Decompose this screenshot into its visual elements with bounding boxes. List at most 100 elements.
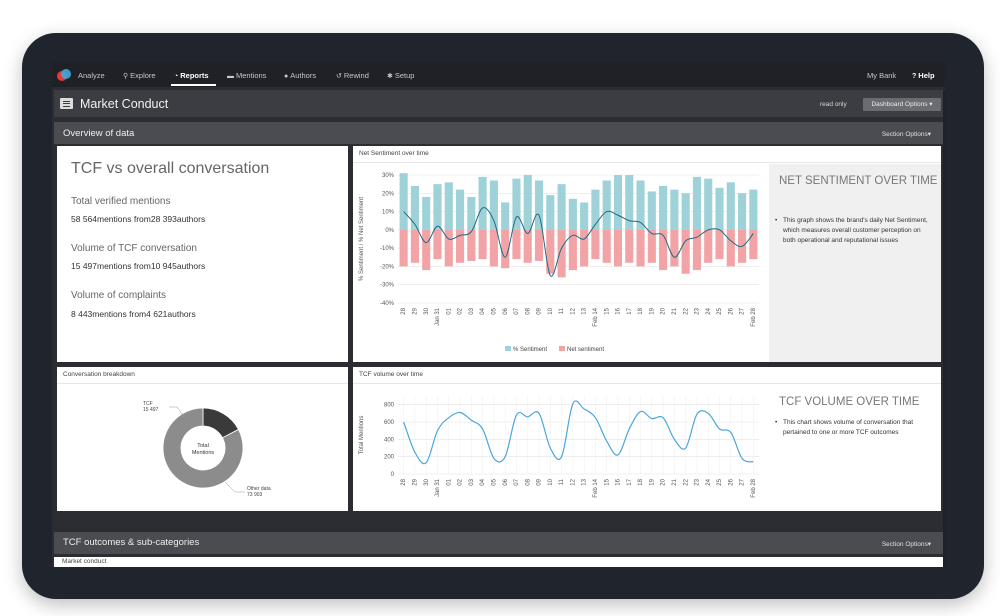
tcf-callout-value: 15 497 — [143, 407, 159, 413]
help-icon: ? — [912, 73, 917, 80]
sentiment-bar — [704, 178, 713, 230]
x-tick-label: 29 — [413, 307, 419, 314]
pie-icon: ◔ — [174, 73, 179, 80]
nav-setup[interactable]: ✱ Setup — [387, 71, 414, 80]
y-tick-label: 800 — [384, 403, 395, 409]
net-sentiment-bar — [455, 229, 465, 263]
x-tick-label: 05 — [491, 478, 497, 485]
net-sentiment-panel: Net Sentiment over time % Sentiment / % … — [353, 146, 941, 362]
x-tick-label: Jan 31 — [435, 307, 441, 326]
x-tick-label: 04 — [480, 307, 486, 314]
tcf-panel-title: TCF vs overall conversation — [71, 160, 270, 177]
outcomes-section-title: TCF outcomes & sub-categories — [63, 537, 200, 548]
x-tick-label: 13 — [582, 478, 588, 485]
sentiment-bar — [410, 185, 419, 230]
stat-value: 15 497mentions from10 945authors — [71, 261, 206, 271]
nav-explore[interactable]: ⚲ Explore — [123, 71, 156, 80]
x-tick-label: 20 — [661, 478, 667, 485]
scrollbar-track[interactable] — [943, 90, 945, 567]
tcf-volume-line — [403, 400, 754, 465]
x-tick-label: Feb 28 — [751, 478, 757, 497]
net-sentiment-bar — [478, 229, 487, 260]
x-tick-label: 28 — [401, 307, 407, 314]
dashboard-header: Market Conduct read only Dashboard Optio… — [54, 90, 943, 117]
x-tick-label: 03 — [469, 478, 475, 485]
legend-swatch-net — [559, 346, 565, 351]
net-sentiment-bar — [636, 229, 645, 267]
x-tick-label: Feb 28 — [751, 307, 757, 326]
x-tick-label: 01 — [446, 307, 452, 314]
net-sentiment-bar — [546, 229, 555, 274]
net-sentiment-bar — [591, 229, 600, 260]
net-sentiment-bar — [726, 229, 735, 267]
sentiment-bar — [467, 196, 476, 230]
x-tick-label: 06 — [503, 478, 509, 485]
x-tick-label: Feb 14 — [593, 478, 599, 497]
x-tick-label: Jan 31 — [435, 478, 441, 497]
sentiment-bar — [534, 180, 544, 230]
net-sentiment-bar — [433, 229, 442, 260]
x-tick-label: 17 — [627, 307, 633, 314]
y-tick-label: 10% — [382, 210, 395, 216]
net-sentiment-bar — [467, 229, 476, 261]
net-sentiment-bar — [602, 229, 611, 263]
outcomes-subtitle: Market conduct — [62, 558, 107, 565]
tcf-volume-panel: TCF volume over time Total Mentions 800 60… — [353, 367, 941, 511]
x-tick-label: 12 — [570, 478, 576, 485]
top-navigation: Analyze ⚲ Explore ◔ Reports ▬ Mentions ● Aut… — [52, 62, 945, 87]
nav-rewind[interactable]: ↺ Rewind — [336, 71, 369, 80]
net-sentiment-bar — [749, 229, 758, 260]
nav-mentions[interactable]: ▬ Mentions — [227, 71, 266, 80]
history-icon: ↺ — [336, 73, 342, 80]
y-tick-label: 0 — [391, 472, 395, 478]
sentiment-bar — [444, 182, 453, 230]
x-tick-label: 01 — [446, 478, 452, 485]
x-tick-label: 04 — [480, 478, 486, 485]
conversation-breakdown-panel: Conversation breakdown Total Mentions TCF 1… — [57, 367, 348, 511]
sentiment-bar — [568, 198, 577, 230]
donut-center-label: Total — [197, 443, 209, 449]
y-tick-label: -30% — [380, 283, 395, 289]
nav-authors[interactable]: ● Authors — [284, 71, 316, 80]
nav-reports[interactable]: ◔ Reports — [174, 71, 209, 80]
chat-icon: ▬ — [227, 73, 234, 80]
breakdown-panel-header: Conversation breakdown — [57, 367, 348, 384]
x-tick-label: 15 — [604, 478, 610, 485]
other-callout-value: 73 903 — [247, 492, 263, 498]
x-tick-label: 19 — [649, 307, 655, 314]
tcf-overview-panel: TCF vs overall conversation Total verifi… — [57, 146, 348, 362]
net-sentiment-bar — [568, 229, 577, 271]
sentiment-bar — [546, 195, 555, 230]
tcf-volume-panel-header: TCF volume over time — [353, 367, 941, 384]
app-name: Analyze — [78, 71, 105, 80]
sentiment-bar — [749, 189, 758, 230]
net-sentiment-text: • This graph shows the brand's daily Net … — [775, 217, 928, 244]
x-tick-label: 21 — [672, 307, 678, 314]
help-menu[interactable]: ? Help — [912, 71, 935, 80]
section-options-button[interactable]: Section Options▾ — [881, 131, 931, 138]
page-title: Market Conduct — [80, 97, 169, 111]
account-menu[interactable]: My Bank — [867, 71, 897, 80]
x-tick-label: 16 — [616, 307, 622, 314]
tcf-volume-description: TCF VOLUME OVER TIME • This chart shows v… — [769, 385, 941, 511]
x-tick-label: 27 — [740, 307, 746, 314]
menu-icon[interactable] — [60, 98, 73, 109]
x-tick-label: 11 — [559, 478, 565, 485]
other-callout-line — [224, 481, 245, 493]
sentiment-bar — [726, 182, 735, 230]
nav-rewind-label: Rewind — [343, 71, 369, 80]
x-tick-label: 23 — [695, 307, 701, 314]
net-sentiment-bar — [715, 229, 724, 260]
x-tick-label: 07 — [514, 307, 520, 314]
sentiment-bar — [489, 180, 498, 230]
dashboard-options-button[interactable]: Dashboard Options ▾ — [863, 98, 941, 111]
sentiment-bar — [602, 180, 611, 230]
net-sentiment-bar — [534, 229, 544, 261]
sentiment-bar — [625, 175, 634, 230]
stat-label: Volume of complaints — [71, 290, 167, 301]
net-sentiment-bar — [523, 229, 532, 263]
x-tick-label: Feb 14 — [593, 307, 599, 326]
x-tick-label: 12 — [570, 307, 576, 314]
x-tick-label: 10 — [548, 478, 554, 485]
outcomes-section-options-button[interactable]: Section Options▾ — [881, 541, 931, 548]
